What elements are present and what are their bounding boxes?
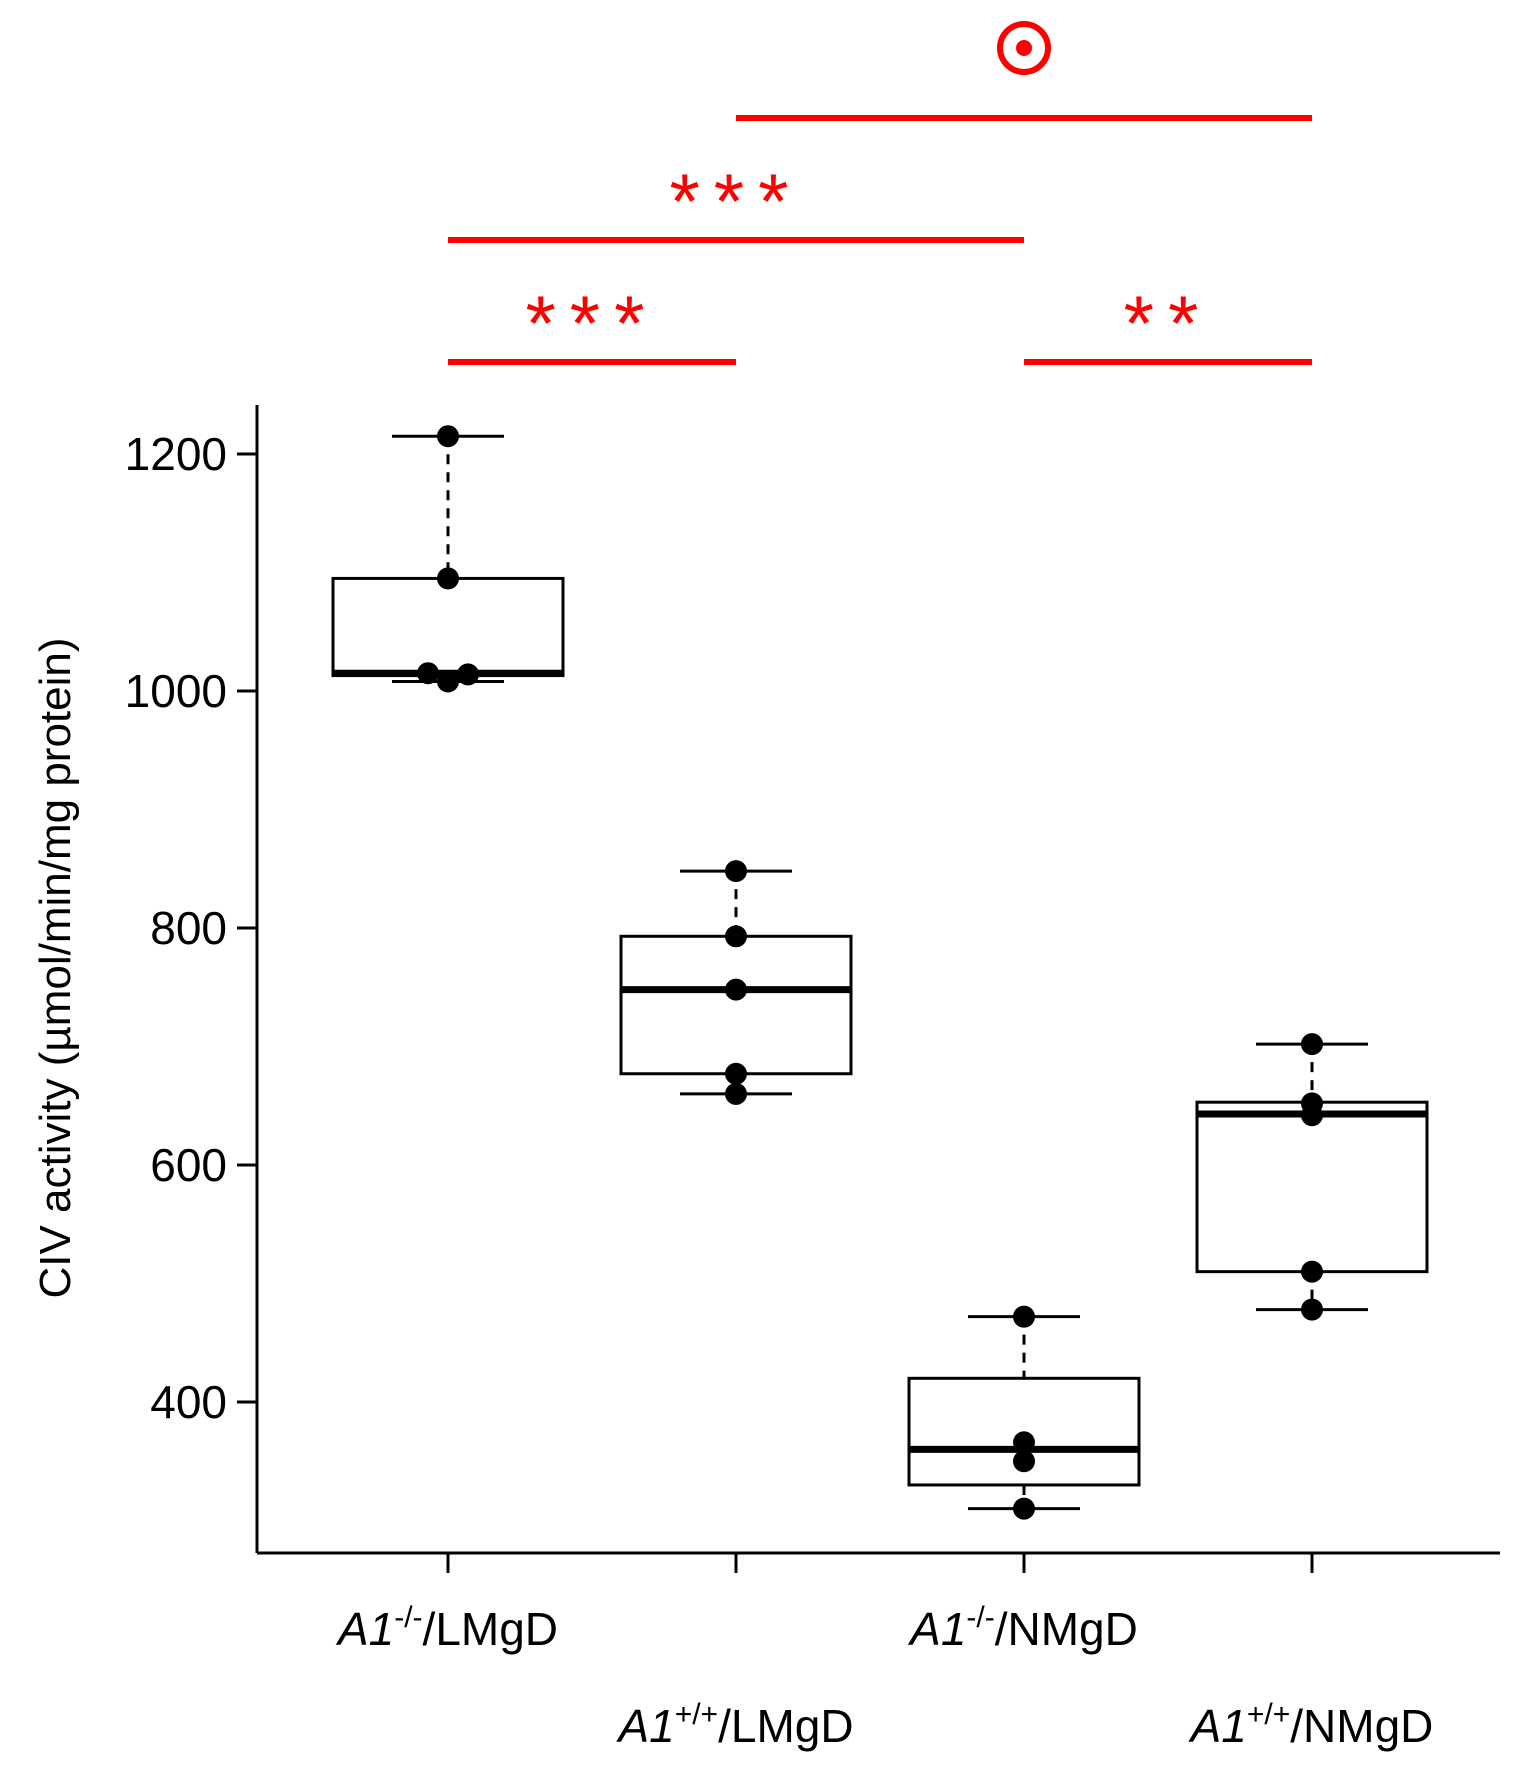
- y-axis-label: CIV activity (µmol/min/mg protein): [31, 637, 80, 1298]
- data-point: [1301, 1260, 1323, 1283]
- y-tick-label: 1000: [125, 665, 227, 717]
- data-point: [1013, 1431, 1035, 1454]
- data-point: [725, 1062, 747, 1085]
- y-tick-label: 600: [150, 1139, 227, 1191]
- data-point: [1301, 1298, 1323, 1321]
- y-tick-label: 400: [150, 1376, 227, 1428]
- data-point: [725, 860, 747, 883]
- data-point: [437, 425, 459, 448]
- data-point: [417, 662, 439, 685]
- data-point: [437, 567, 459, 590]
- data-point: [437, 670, 459, 693]
- data-point: [1013, 1450, 1035, 1473]
- data-point: [725, 978, 747, 1001]
- boxes: [331, 425, 1429, 1520]
- significance-label: **: [1124, 279, 1213, 367]
- data-point: [457, 663, 479, 686]
- data-point: [1013, 1497, 1035, 1520]
- significance-marker-ring: [997, 21, 1051, 75]
- y-tick-label: 800: [150, 902, 227, 954]
- significance-marker-dot: [1016, 40, 1032, 56]
- data-point: [725, 925, 747, 948]
- y-tick-label: 1200: [125, 428, 227, 480]
- x-tick-label: A1-/-/LMgD: [335, 1601, 558, 1655]
- box-iqr: [619, 934, 853, 1076]
- data-point: [725, 1082, 747, 1105]
- data-point: [1013, 1305, 1035, 1328]
- box-iqr: [331, 576, 565, 678]
- significance-label: ***: [525, 279, 658, 367]
- x-tick-label: A1-/-/NMgD: [907, 1601, 1138, 1655]
- x-tick-label: A1+/+/LMgD: [615, 1698, 853, 1752]
- data-point: [1301, 1104, 1323, 1127]
- data-point: [1301, 1033, 1323, 1056]
- significance-brackets: *** *****: [448, 21, 1312, 367]
- x-tick-label: A1+/+/NMgD: [1188, 1698, 1434, 1752]
- axes: 400 600 800 1000 1200 A1-/-/LMgD A1+/+/LMgD A1-…: [125, 405, 1500, 1752]
- significance-label: ***: [669, 157, 802, 245]
- box-iqr: [1195, 1100, 1429, 1274]
